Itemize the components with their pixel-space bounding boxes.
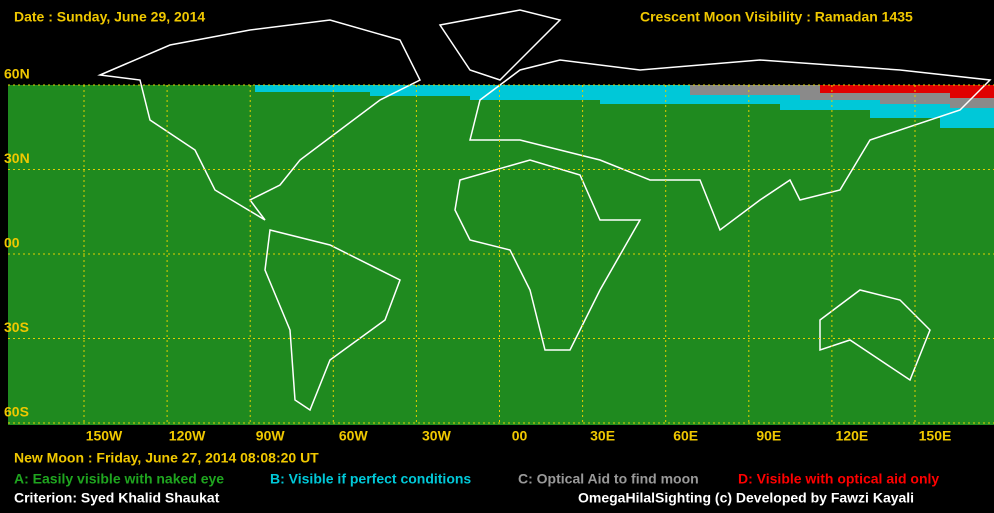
coastlines <box>97 9 992 412</box>
lon-label: 30E <box>590 428 615 444</box>
africa <box>454 159 642 351</box>
legend-b: B: Visible if perfect conditions <box>270 471 471 487</box>
lon-label: 150W <box>86 428 123 444</box>
zone-a <box>8 85 994 425</box>
lon-label: 90E <box>756 428 781 444</box>
lon-label: 90W <box>256 428 286 444</box>
credit: OmegaHilalSighting (c) Developed by Fawz… <box>578 490 914 506</box>
criterion: Criterion: Syed Khalid Shaukat <box>14 490 220 506</box>
australia <box>819 289 931 382</box>
date: Date : Sunday, June 29, 2014 <box>14 9 205 25</box>
legend-a: A: Easily visible with naked eye <box>14 471 224 487</box>
lat-label: 30N <box>4 150 30 166</box>
title: Crescent Moon Visibility : Ramadan 1435 <box>640 9 913 25</box>
legend-d: D: Visible with optical aid only <box>738 471 939 487</box>
lon-label: 00 <box>512 428 528 444</box>
legend-c: C: Optical Aid to find moon <box>518 471 699 487</box>
lat-label: 30S <box>4 319 29 335</box>
zone-d <box>820 85 994 98</box>
new-moon: New Moon : Friday, June 27, 2014 08:08:2… <box>14 450 319 466</box>
lon-label: 60W <box>339 428 369 444</box>
lat-label: 60S <box>4 404 29 420</box>
lon-label: 30W <box>422 428 452 444</box>
graticule <box>8 84 994 425</box>
lon-label: 60E <box>673 428 698 444</box>
south-america <box>264 229 401 412</box>
greenland <box>438 9 562 81</box>
lon-label: 120W <box>169 428 206 444</box>
eurasia <box>469 59 992 232</box>
lat-label: 00 <box>4 235 20 251</box>
lat-label: 60N <box>4 66 30 82</box>
north-america <box>97 19 422 221</box>
lon-label: 150E <box>919 428 952 444</box>
lon-label: 120E <box>836 428 869 444</box>
